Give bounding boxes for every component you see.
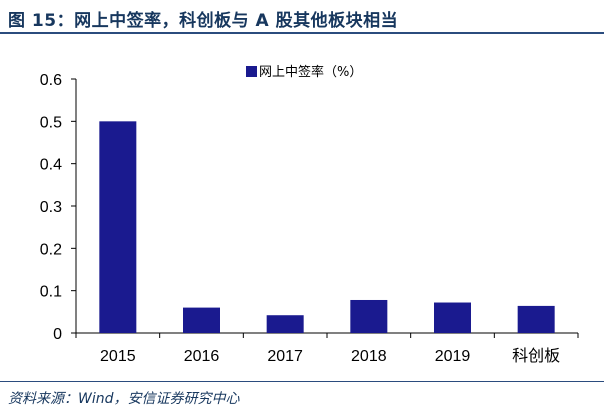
y-tick-label: 0.6 xyxy=(40,72,62,89)
title-divider xyxy=(0,32,604,34)
bar-2019 xyxy=(434,302,471,333)
x-tick-label: 2019 xyxy=(435,348,471,365)
y-tick-label: 0.4 xyxy=(40,157,62,174)
chart-axes xyxy=(71,78,579,338)
chart-bars xyxy=(99,121,555,333)
y-tick-labels: 0 0.1 0.2 0.3 0.4 0.5 0.6 xyxy=(40,72,62,343)
legend-swatch xyxy=(246,66,257,77)
figure-title: 图 15：网上中签率，科创板与 A 股其他板块相当 xyxy=(8,11,399,31)
y-tick-label: 0.2 xyxy=(40,241,62,258)
source-note: 资料来源：Wind，安信证券研究中心 xyxy=(8,391,240,407)
bar-2018 xyxy=(350,299,388,333)
y-tick-label: 0.3 xyxy=(40,199,62,216)
source-divider xyxy=(0,381,604,382)
legend-label: 网上中签率（%） xyxy=(259,64,362,80)
x-tick-label: 2016 xyxy=(184,348,220,365)
x-tick-label: 科创板 xyxy=(512,347,560,365)
bar-chart: 网上中签率（%） 00.10.20.30.40.50.6 2015 2016 201… xyxy=(40,64,579,365)
bar-2015 xyxy=(99,121,137,333)
y-tick-label: 0.5 xyxy=(40,114,62,131)
chart-legend: 网上中签率（%） xyxy=(246,64,362,80)
x-tick-label: 2015 xyxy=(100,348,136,365)
bar-2017 xyxy=(266,315,304,333)
bar-科创板 xyxy=(517,305,555,333)
x-tick-labels: 2015 2016 2017 2018 2019 科创板 xyxy=(100,347,560,365)
bar-2016 xyxy=(183,307,220,333)
x-tick-label: 2018 xyxy=(351,348,387,365)
x-tick-label: 2017 xyxy=(267,348,303,365)
y-tick-label: 0 xyxy=(53,326,62,343)
y-tick-label: 0.1 xyxy=(40,284,62,301)
